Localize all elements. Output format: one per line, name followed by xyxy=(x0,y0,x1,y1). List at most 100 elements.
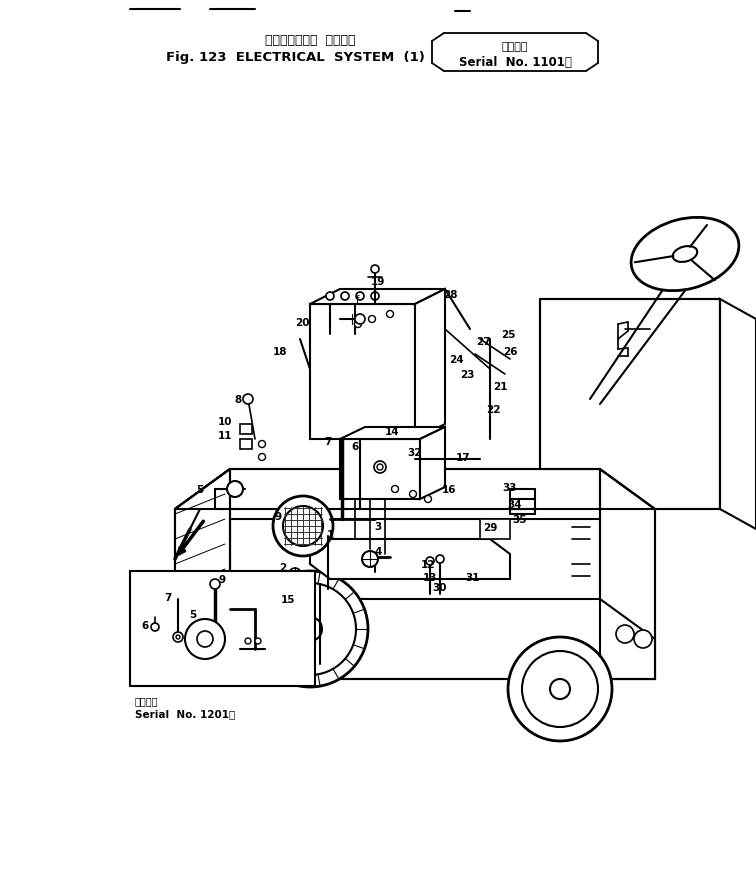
Text: 22: 22 xyxy=(486,404,500,415)
Circle shape xyxy=(227,481,243,497)
Polygon shape xyxy=(310,289,445,304)
Text: 34: 34 xyxy=(508,499,522,510)
Circle shape xyxy=(374,461,386,474)
Circle shape xyxy=(522,652,598,727)
Text: 17: 17 xyxy=(456,453,470,462)
Circle shape xyxy=(210,580,220,589)
Text: f: f xyxy=(356,295,360,304)
Text: 適用号表: 適用号表 xyxy=(502,42,528,52)
Text: 9: 9 xyxy=(218,574,225,584)
Text: 10: 10 xyxy=(218,417,232,426)
Circle shape xyxy=(326,293,334,301)
Circle shape xyxy=(392,486,398,493)
Text: 1: 1 xyxy=(327,530,333,539)
Text: 8: 8 xyxy=(234,395,242,404)
Text: 3: 3 xyxy=(374,522,382,531)
Circle shape xyxy=(508,638,612,741)
Circle shape xyxy=(550,679,570,699)
Text: 5: 5 xyxy=(197,484,203,495)
Circle shape xyxy=(368,316,376,323)
Circle shape xyxy=(436,555,444,563)
Polygon shape xyxy=(480,519,510,539)
Text: Fig. 123  ELECTRICAL  SYSTEM  (1): Fig. 123 ELECTRICAL SYSTEM (1) xyxy=(166,51,424,63)
Text: 5: 5 xyxy=(189,610,197,619)
Circle shape xyxy=(341,293,349,301)
Text: エレクトリカル  システム: エレクトリカル システム xyxy=(265,33,355,46)
Text: 6: 6 xyxy=(352,441,358,452)
Polygon shape xyxy=(600,469,655,679)
Circle shape xyxy=(283,506,323,546)
Text: 11: 11 xyxy=(218,431,232,440)
Circle shape xyxy=(245,638,251,645)
Bar xyxy=(240,424,252,434)
Circle shape xyxy=(426,558,434,566)
Text: 4: 4 xyxy=(374,546,382,556)
Circle shape xyxy=(255,638,261,645)
Text: 35: 35 xyxy=(513,515,527,524)
Bar xyxy=(130,571,315,686)
Text: 18: 18 xyxy=(273,346,287,357)
Text: 9: 9 xyxy=(274,511,281,522)
Text: 29: 29 xyxy=(483,523,497,532)
Circle shape xyxy=(371,293,379,301)
Circle shape xyxy=(176,635,180,639)
Polygon shape xyxy=(415,289,445,439)
Polygon shape xyxy=(310,304,415,439)
Circle shape xyxy=(616,625,634,643)
Polygon shape xyxy=(175,469,230,639)
Text: 28: 28 xyxy=(443,289,457,300)
Ellipse shape xyxy=(631,218,739,291)
Text: 25: 25 xyxy=(500,330,516,339)
Text: 16: 16 xyxy=(442,484,457,495)
Circle shape xyxy=(362,552,378,567)
Circle shape xyxy=(243,395,253,404)
Text: 30: 30 xyxy=(432,582,448,592)
Circle shape xyxy=(386,311,394,318)
Text: 19: 19 xyxy=(370,276,386,287)
Circle shape xyxy=(273,496,333,556)
Polygon shape xyxy=(310,539,510,580)
Text: 21: 21 xyxy=(493,381,507,391)
Text: 12: 12 xyxy=(421,560,435,569)
Text: Serial  No. 1201～: Serial No. 1201～ xyxy=(135,709,235,718)
Circle shape xyxy=(259,441,265,448)
Text: 23: 23 xyxy=(460,369,474,380)
Text: 32: 32 xyxy=(407,447,423,458)
Polygon shape xyxy=(420,427,445,499)
Circle shape xyxy=(151,624,159,631)
Polygon shape xyxy=(540,300,720,510)
Text: 15: 15 xyxy=(280,595,296,604)
Circle shape xyxy=(355,321,361,328)
Polygon shape xyxy=(175,469,230,639)
Polygon shape xyxy=(175,599,655,679)
Text: 20: 20 xyxy=(295,317,309,328)
Text: 13: 13 xyxy=(423,573,437,582)
Text: 26: 26 xyxy=(503,346,517,357)
Circle shape xyxy=(377,465,383,470)
Circle shape xyxy=(264,583,356,675)
Polygon shape xyxy=(340,427,445,439)
Circle shape xyxy=(371,266,379,274)
Text: 27: 27 xyxy=(476,337,491,346)
Circle shape xyxy=(634,631,652,648)
Text: 6: 6 xyxy=(141,620,149,631)
Circle shape xyxy=(173,632,183,642)
Text: Serial  No. 1101～: Serial No. 1101～ xyxy=(459,56,572,69)
Circle shape xyxy=(425,496,432,503)
Bar xyxy=(240,439,252,450)
Polygon shape xyxy=(720,300,756,530)
Polygon shape xyxy=(340,439,420,499)
Circle shape xyxy=(252,571,368,688)
Text: 7: 7 xyxy=(324,437,332,446)
Text: 2: 2 xyxy=(280,562,287,573)
Circle shape xyxy=(355,315,365,324)
Circle shape xyxy=(197,631,213,647)
Text: 14: 14 xyxy=(385,426,399,437)
Ellipse shape xyxy=(673,246,697,262)
Circle shape xyxy=(289,568,301,581)
Text: 7: 7 xyxy=(164,592,172,602)
Circle shape xyxy=(259,454,265,461)
Circle shape xyxy=(356,293,364,301)
Circle shape xyxy=(298,617,322,641)
Circle shape xyxy=(410,491,417,498)
